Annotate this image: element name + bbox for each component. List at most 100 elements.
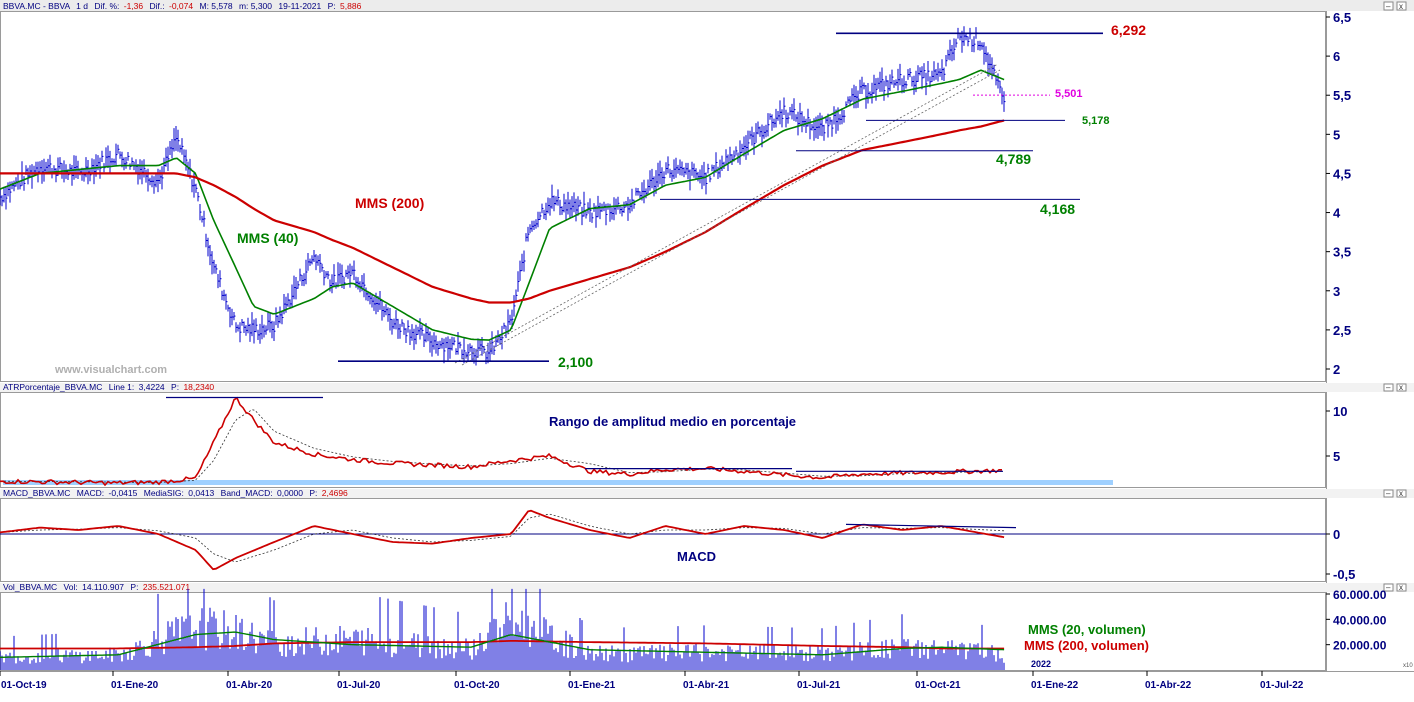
price-close-glyph: x — [1399, 2, 1403, 11]
macd-header-p: 2,4696 — [322, 488, 348, 498]
macd-y-tick-label: -0,5 — [1333, 567, 1355, 582]
mms40-line — [0, 69, 1005, 341]
atr-close-glyph: x — [1399, 383, 1403, 392]
price-header-max: M: 5,578 — [199, 1, 232, 11]
price-y-tick-label: 4 — [1333, 206, 1341, 221]
atr-signal-line — [0, 409, 1005, 483]
price-header: BBVA.MC - BBVA 1 d Dif. %: -1,36 Dif.: -… — [3, 1, 362, 11]
macd-window-buttons: – x — [1383, 489, 1407, 498]
price-close-button[interactable] — [1396, 1, 1407, 11]
macd-header-macd: -0,0415 — [109, 488, 138, 498]
trend-channel-upper — [454, 63, 999, 364]
volume-close-button[interactable] — [1396, 583, 1407, 592]
atr-y-tick-label: 5 — [1333, 449, 1340, 464]
atr-header-strip — [0, 383, 1414, 392]
macd-header-macd-label: MACD: — [77, 488, 104, 498]
volume-minimize-button[interactable] — [1383, 583, 1394, 592]
macd-header-signal: 0,0413 — [188, 488, 214, 498]
price-layer — [0, 26, 1103, 366]
macd-header-strip — [0, 489, 1414, 498]
volume-legend-mms20: MMS (20, volumen) — [1028, 622, 1146, 637]
level-5178-label: 5,178 — [1082, 115, 1110, 127]
price-header-dif: -0,074 — [169, 1, 193, 11]
volume-header-strip — [0, 583, 1414, 592]
atr-header-line1: 3,4224 — [139, 382, 165, 392]
atr-close-button[interactable] — [1396, 383, 1407, 392]
panel-frames — [0, 0, 1414, 672]
price-y-tick-label: 3 — [1333, 284, 1340, 299]
price-minimize-button[interactable] — [1383, 1, 1394, 11]
atr-minimize-glyph: – — [1386, 383, 1391, 392]
price-header-close-label: P: — [328, 1, 336, 11]
atr-header: ATRPorcentaje_BBVA.MC Line 1: 3,4224 P: … — [3, 382, 214, 392]
x-tick-label: 01-Ene-20 — [111, 680, 159, 691]
atr-window-buttons: – x — [1383, 383, 1407, 392]
price-bars — [0, 26, 1006, 366]
volume-mms20-line — [0, 631, 1005, 658]
macd-header-p-label: P: — [309, 488, 317, 498]
price-minimize-glyph: – — [1386, 2, 1391, 11]
mms200-line — [0, 119, 1005, 304]
price-y-tick-label: 4,5 — [1333, 166, 1351, 181]
atr-y-tick-label: 10 — [1333, 404, 1347, 419]
price-header-difpct-label: Dif. %: — [94, 1, 119, 11]
macd-signal-line — [0, 513, 1005, 563]
price-header-close: 5,886 — [340, 1, 362, 11]
volume-window-buttons: – x — [1383, 583, 1407, 592]
price-y-tick-label: 6,5 — [1333, 10, 1351, 25]
level-5501-label: 5,501 — [1055, 88, 1083, 100]
corner-label: x10 — [1403, 663, 1413, 669]
volume-mms200-line — [0, 640, 1005, 650]
macd-header-band: 0,0000 — [277, 488, 303, 498]
price-y-tick-label: 3,5 — [1333, 245, 1351, 260]
price-header-dif-label: Dif.: — [150, 1, 165, 11]
macd-header: MACD_BBVA.MC MACD: -0,0415 MediaSIG: 0,0… — [3, 488, 348, 498]
x-tick-label: 01-Jul-21 — [797, 680, 841, 691]
price-y-tick-label: 6 — [1333, 49, 1340, 64]
watermark: www.visualchart.com — [54, 364, 167, 376]
macd-minimize-button[interactable] — [1383, 489, 1394, 498]
price-y-tick-label: 2,5 — [1333, 323, 1351, 338]
volume-legend-mms200: MMS (200, volumen) — [1024, 638, 1149, 653]
volume-y-tick-label: 40.000.00 — [1333, 613, 1387, 627]
atr-minimize-button[interactable] — [1383, 383, 1394, 392]
x-tick-label: 01-Abr-22 — [1145, 680, 1192, 691]
price-header-ticker: BBVA.MC - BBVA — [3, 1, 71, 11]
macd-panel-frame — [0, 498, 1326, 582]
volume-y-tick-label: 20.000.00 — [1333, 639, 1387, 653]
price-window-buttons: – x — [1383, 1, 1407, 11]
price-header-period: 1 d — [76, 1, 88, 11]
price-y-tick-label: 5 — [1333, 127, 1340, 142]
x-tick-label: 01-Oct-19 — [1, 680, 47, 691]
volume-header-p-label: P: — [130, 582, 138, 592]
price-header-difpct: -1,36 — [124, 1, 144, 11]
volume-header-vol: 14.110.907 — [82, 582, 124, 592]
volume-close-glyph: x — [1399, 583, 1403, 592]
atr-header-line1-label: Line 1: — [109, 382, 135, 392]
volume-header: Vol_BBVA.MC Vol: 14.110.907 P: 235.521.0… — [3, 582, 190, 592]
price-header-strip — [0, 0, 1414, 11]
macd-minimize-glyph: – — [1386, 489, 1391, 498]
macd-header-band-label: Band_MACD: — [221, 488, 273, 498]
macd-trend-line — [845, 523, 1017, 529]
price-y-tick-label: 2 — [1333, 362, 1340, 377]
volume-header-vol-label: Vol: — [64, 582, 78, 592]
level-6292-label: 6,292 — [1111, 22, 1146, 38]
macd-layer — [0, 509, 1326, 571]
atr-title: Rango de amplitud medio en porcentaje — [549, 414, 796, 429]
atr-band — [3, 480, 1113, 485]
x-tick-label: 01-Oct-20 — [454, 680, 500, 691]
mms40-label: MMS (40) — [237, 230, 298, 246]
macd-line — [0, 509, 1005, 571]
x-tick-label: 01-Abr-21 — [683, 680, 730, 691]
volume-layer — [0, 588, 1005, 670]
x-tick-label: 01-Ene-22 — [1031, 680, 1079, 691]
atr-panel-frame — [0, 392, 1326, 488]
x-tick-label: 01-Abr-20 — [226, 680, 273, 691]
atr-header-p-label: P: — [171, 382, 179, 392]
atr-line — [0, 396, 1002, 487]
macd-close-button[interactable] — [1396, 489, 1407, 498]
x-tick-label: 01-Jul-22 — [1260, 680, 1304, 691]
macd-header-name: MACD_BBVA.MC — [3, 488, 70, 498]
x-tick-label: 01-Ene-21 — [568, 680, 616, 691]
